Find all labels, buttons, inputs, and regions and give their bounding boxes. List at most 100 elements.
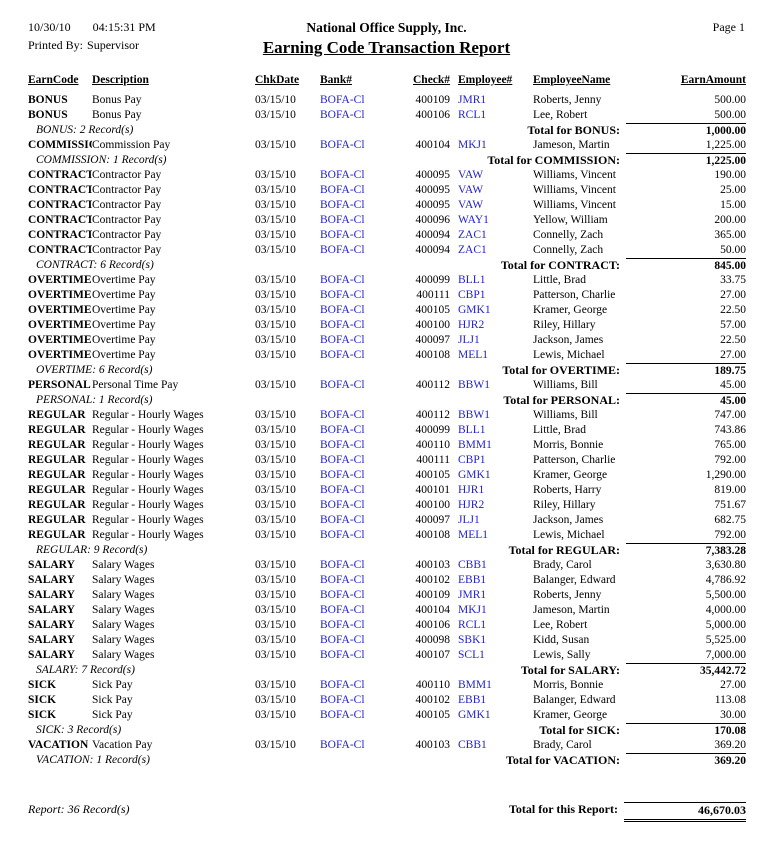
bank-number-link[interactable]: BOFA-Cl xyxy=(320,229,365,241)
check-number-cell: 400095 xyxy=(415,199,451,211)
earn-amount-cell: 200.00 xyxy=(714,214,746,226)
bank-number-link[interactable]: BOFA-Cl xyxy=(320,169,365,181)
employee-number-link[interactable]: JLJ1 xyxy=(458,334,480,346)
bank-number-link[interactable]: BOFA-Cl xyxy=(320,469,365,481)
employee-number-link[interactable]: WAY1 xyxy=(458,214,489,226)
employee-number-link[interactable]: GMK1 xyxy=(458,709,491,721)
employee-number-link[interactable]: JLJ1 xyxy=(458,514,480,526)
group-record-count: OVERTIME: 6 Record(s) xyxy=(36,364,153,376)
employee-number-link[interactable]: MKJ1 xyxy=(458,139,487,151)
employee-number-link[interactable]: BBW1 xyxy=(458,409,490,421)
employee-number-link[interactable]: MEL1 xyxy=(458,349,489,361)
employee-number-link[interactable]: MKJ1 xyxy=(458,604,487,616)
bank-number-link[interactable]: BOFA-Cl xyxy=(320,214,365,226)
employee-number-link[interactable]: VAW xyxy=(458,199,484,211)
bank-number-link[interactable]: BOFA-Cl xyxy=(320,184,365,196)
employee-number-link[interactable]: ZAC1 xyxy=(458,229,487,241)
employee-number-link[interactable]: MEL1 xyxy=(458,529,489,541)
employee-number-link[interactable]: BMM1 xyxy=(458,439,492,451)
bank-number-link[interactable]: BOFA-Cl xyxy=(320,379,365,391)
employee-number-link[interactable]: CBB1 xyxy=(458,559,487,571)
col-header-earncode: EarnCode xyxy=(28,74,79,86)
employee-number-link[interactable]: BMM1 xyxy=(458,679,492,691)
table-row: SALARY Salary Wages 03/15/10 BOFA-Cl 400… xyxy=(0,648,765,663)
employee-number-link[interactable]: CBP1 xyxy=(458,454,486,466)
bank-number-link[interactable]: BOFA-Cl xyxy=(320,589,365,601)
bank-number-link[interactable]: BOFA-Cl xyxy=(320,439,365,451)
employee-number-link[interactable]: JMR1 xyxy=(458,94,487,106)
bank-number-link[interactable]: BOFA-Cl xyxy=(320,559,365,571)
group-total-row: CONTRACT: 6 Record(s) Total for CONTRACT… xyxy=(0,258,765,273)
description-cell: Overtime Pay xyxy=(92,304,156,316)
employee-number-link[interactable]: VAW xyxy=(458,184,484,196)
check-number-cell: 400109 xyxy=(415,94,451,106)
employee-number-link[interactable]: RCL1 xyxy=(458,619,487,631)
employee-number-link[interactable]: CBB1 xyxy=(458,739,487,751)
chk-date-cell: 03/15/10 xyxy=(255,304,296,316)
employee-number-link[interactable]: VAW xyxy=(458,169,484,181)
chk-date-cell: 03/15/10 xyxy=(255,454,296,466)
bank-number-link[interactable]: BOFA-Cl xyxy=(320,349,365,361)
earn-code-cell: REGULAR xyxy=(28,454,86,466)
employee-name-cell: Patterson, Charlie xyxy=(533,454,616,466)
bank-number-link[interactable]: BOFA-Cl xyxy=(320,574,365,586)
bank-number-link[interactable]: BOFA-Cl xyxy=(320,454,365,466)
group-record-count: PERSONAL: 1 Record(s) xyxy=(36,394,153,406)
table-row: OVERTIME Overtime Pay 03/15/10 BOFA-Cl 4… xyxy=(0,348,765,363)
bank-number-link[interactable]: BOFA-Cl xyxy=(320,289,365,301)
employee-name-cell: Jameson, Martin xyxy=(533,604,610,616)
employee-number-link[interactable]: SBK1 xyxy=(458,634,487,646)
chk-date-cell: 03/15/10 xyxy=(255,109,296,121)
description-cell: Salary Wages xyxy=(92,619,155,631)
bank-number-link[interactable]: BOFA-Cl xyxy=(320,529,365,541)
employee-number-link[interactable]: JMR1 xyxy=(458,589,487,601)
employee-number-link[interactable]: EBB1 xyxy=(458,694,487,706)
description-cell: Regular - Hourly Wages xyxy=(92,424,204,436)
bank-number-link[interactable]: BOFA-Cl xyxy=(320,709,365,721)
bank-number-link[interactable]: BOFA-Cl xyxy=(320,94,365,106)
employee-number-link[interactable]: BBW1 xyxy=(458,379,490,391)
bank-number-link[interactable]: BOFA-Cl xyxy=(320,634,365,646)
bank-number-link[interactable]: BOFA-Cl xyxy=(320,334,365,346)
bank-number-link[interactable]: BOFA-Cl xyxy=(320,109,365,121)
bank-number-link[interactable]: BOFA-Cl xyxy=(320,649,365,661)
bank-number-link[interactable]: BOFA-Cl xyxy=(320,619,365,631)
table-row: REGULAR Regular - Hourly Wages 03/15/10 … xyxy=(0,528,765,543)
employee-name-cell: Brady, Carol xyxy=(533,739,592,751)
bank-number-link[interactable]: BOFA-Cl xyxy=(320,739,365,751)
earn-code-cell: OVERTIME xyxy=(28,274,92,286)
employee-number-link[interactable]: EBB1 xyxy=(458,574,487,586)
bank-number-link[interactable]: BOFA-Cl xyxy=(320,199,365,211)
bank-number-link[interactable]: BOFA-Cl xyxy=(320,304,365,316)
bank-number-link[interactable]: BOFA-Cl xyxy=(320,499,365,511)
employee-number-link[interactable]: HJR1 xyxy=(458,484,485,496)
earn-code-cell: BONUS xyxy=(28,109,68,121)
employee-number-link[interactable]: GMK1 xyxy=(458,469,491,481)
earn-amount-cell: 25.00 xyxy=(720,184,746,196)
bank-number-link[interactable]: BOFA-Cl xyxy=(320,139,365,151)
employee-number-link[interactable]: HJR2 xyxy=(458,319,485,331)
bank-number-link[interactable]: BOFA-Cl xyxy=(320,694,365,706)
employee-number-link[interactable]: CBP1 xyxy=(458,289,486,301)
bank-number-link[interactable]: BOFA-Cl xyxy=(320,514,365,526)
earn-code-cell: SALARY xyxy=(28,574,75,586)
employee-number-link[interactable]: RCL1 xyxy=(458,109,487,121)
description-cell: Regular - Hourly Wages xyxy=(92,529,204,541)
employee-number-link[interactable]: SCL1 xyxy=(458,649,485,661)
bank-number-link[interactable]: BOFA-Cl xyxy=(320,274,365,286)
bank-number-link[interactable]: BOFA-Cl xyxy=(320,484,365,496)
group-total-label: Total for COMMISSION: xyxy=(487,153,620,167)
employee-number-link[interactable]: BLL1 xyxy=(458,274,486,286)
earn-amount-cell: 15.00 xyxy=(720,199,746,211)
bank-number-link[interactable]: BOFA-Cl xyxy=(320,409,365,421)
bank-number-link[interactable]: BOFA-Cl xyxy=(320,244,365,256)
bank-number-link[interactable]: BOFA-Cl xyxy=(320,319,365,331)
employee-number-link[interactable]: ZAC1 xyxy=(458,244,487,256)
bank-number-link[interactable]: BOFA-Cl xyxy=(320,604,365,616)
employee-number-link[interactable]: GMK1 xyxy=(458,304,491,316)
description-cell: Overtime Pay xyxy=(92,319,156,331)
employee-number-link[interactable]: HJR2 xyxy=(458,499,485,511)
bank-number-link[interactable]: BOFA-Cl xyxy=(320,424,365,436)
bank-number-link[interactable]: BOFA-Cl xyxy=(320,679,365,691)
employee-number-link[interactable]: BLL1 xyxy=(458,424,486,436)
